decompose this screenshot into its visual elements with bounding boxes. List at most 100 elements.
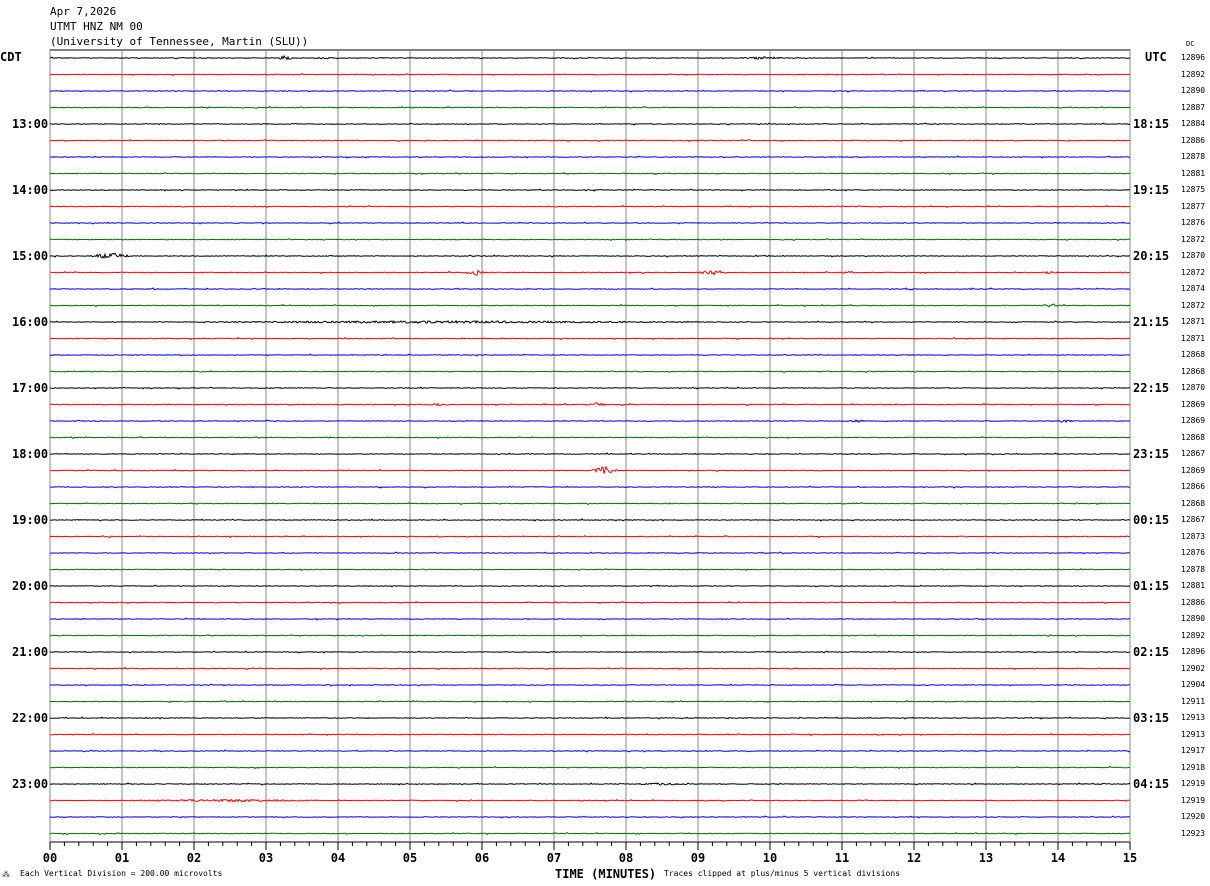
x-tick-label: 06 — [474, 851, 490, 865]
x-tick-label: 08 — [618, 851, 634, 865]
seismic-trace — [49, 798, 1131, 803]
dc-offset-value: 12875 — [1181, 185, 1206, 194]
utc-hour-label: 00:15 — [1133, 513, 1170, 527]
seismic-trace — [49, 319, 1131, 325]
cdt-hour-label: 15:00 — [12, 249, 49, 263]
x-tick-label: 14 — [1050, 851, 1066, 865]
seismic-trace — [49, 501, 1131, 506]
dc-offset-value: 12890 — [1181, 614, 1206, 623]
utc-hour-label: 23:15 — [1133, 447, 1170, 461]
seismic-trace — [49, 54, 1131, 61]
dc-offset-value: 12868 — [1181, 498, 1206, 508]
x-tick-label: 07 — [546, 851, 562, 865]
utc-hour-label: 19:15 — [1133, 183, 1170, 197]
seismic-trace — [49, 683, 1131, 687]
dc-offset-value: 12878 — [1181, 564, 1206, 574]
cdt-hour-label: 13:00 — [12, 117, 49, 131]
dc-offset-value: 12868 — [1181, 432, 1206, 442]
utc-hour-label: 22:15 — [1133, 381, 1170, 395]
left-timezone: CDT — [0, 50, 22, 64]
seismic-trace — [49, 336, 1131, 341]
seismic-trace — [49, 72, 1130, 77]
seismic-trace — [49, 782, 1131, 786]
x-tick-label: 04 — [330, 851, 346, 865]
cdt-hour-label: 16:00 — [12, 315, 49, 329]
seismic-trace — [49, 831, 1131, 836]
seismic-trace — [49, 650, 1131, 654]
dc-offset-value: 12918 — [1181, 762, 1206, 772]
seismic-trace — [50, 419, 1131, 424]
seismic-trace — [49, 617, 1131, 621]
seismic-trace — [50, 221, 1131, 225]
seismic-trace — [49, 732, 1131, 737]
dc-offset-value: 12923 — [1181, 828, 1206, 838]
seismic-trace — [49, 435, 1131, 440]
dc-offset-value: 12896 — [1181, 53, 1206, 62]
cdt-hour-label: 19:00 — [12, 513, 49, 527]
dc-offset-value: 12902 — [1181, 663, 1206, 673]
x-tick-label: 11 — [834, 851, 850, 865]
utc-hour-label: 03:15 — [1133, 711, 1170, 725]
seismic-trace — [49, 237, 1131, 242]
seismic-trace — [49, 749, 1131, 753]
x-tick-label: 02 — [186, 851, 202, 865]
dc-offset-value: 12872 — [1181, 234, 1206, 244]
dc-offset-value: 12876 — [1181, 548, 1206, 557]
dc-offset-value: 12877 — [1181, 201, 1206, 211]
dc-offset-value: 12873 — [1181, 531, 1206, 541]
seismic-trace — [49, 155, 1131, 159]
seismic-trace — [49, 402, 1131, 407]
dc-offset-value: 12881 — [1181, 168, 1206, 178]
scale-icon: ⁂ — [2, 870, 10, 879]
dc-header: DC — [1186, 40, 1195, 48]
seismic-trace — [49, 534, 1131, 539]
dc-offset-value: 12870 — [1181, 383, 1206, 392]
cdt-hour-label: 18:00 — [12, 447, 49, 461]
seismic-trace — [49, 666, 1131, 671]
dc-offset-value: 12876 — [1181, 218, 1206, 227]
x-tick-label: 13 — [978, 851, 994, 865]
seismic-trace — [50, 600, 1131, 605]
x-tick-label: 03 — [258, 851, 274, 865]
seismic-trace — [49, 370, 1130, 374]
utc-hour-label: 18:15 — [1133, 117, 1170, 131]
dc-offset-value: 12886 — [1181, 135, 1206, 145]
dc-offset-value: 12917 — [1181, 746, 1206, 755]
seismic-trace — [49, 105, 1131, 109]
seismic-trace — [49, 287, 1131, 291]
dc-offset-value: 12869 — [1181, 399, 1206, 409]
right-timezone: UTC — [1145, 50, 1167, 64]
dc-offset-value: 12896 — [1181, 647, 1206, 656]
x-tick-label: 00 — [42, 851, 58, 865]
x-tick-label: 01 — [114, 851, 130, 865]
dc-offset-value: 12919 — [1181, 795, 1206, 805]
dc-offset-value: 12887 — [1181, 102, 1206, 112]
dc-offset-value: 12867 — [1181, 449, 1206, 458]
dc-offset-value: 12874 — [1181, 284, 1206, 293]
seismic-trace — [49, 567, 1131, 572]
seismic-trace — [49, 633, 1130, 638]
seismic-trace — [50, 699, 1131, 704]
seismic-trace — [49, 765, 1131, 770]
dc-offset-value: 12892 — [1181, 630, 1206, 640]
dc-offset-value: 12871 — [1181, 333, 1206, 343]
x-tick-label: 10 — [762, 851, 778, 865]
x-axis-title: TIME (MINUTES) — [555, 867, 657, 881]
dc-offset-value: 12869 — [1181, 416, 1206, 425]
x-tick-label: 12 — [906, 851, 922, 865]
dc-offset-value: 12920 — [1181, 812, 1206, 821]
seismic-trace — [49, 815, 1131, 819]
dc-offset-value: 12872 — [1181, 267, 1206, 277]
dc-offset-value: 12866 — [1181, 482, 1206, 491]
dc-offset-value: 12868 — [1181, 350, 1206, 359]
seismic-trace — [49, 252, 1131, 260]
dc-offset-value: 12870 — [1181, 251, 1206, 260]
seismic-trace — [50, 138, 1130, 143]
dc-offset-value: 12892 — [1181, 69, 1206, 79]
x-tick-label: 05 — [402, 851, 418, 865]
seismic-trace — [49, 584, 1131, 588]
cdt-hour-label: 22:00 — [12, 711, 49, 725]
dc-offset-value: 12913 — [1181, 713, 1206, 722]
utc-hour-label: 21:15 — [1133, 315, 1170, 329]
